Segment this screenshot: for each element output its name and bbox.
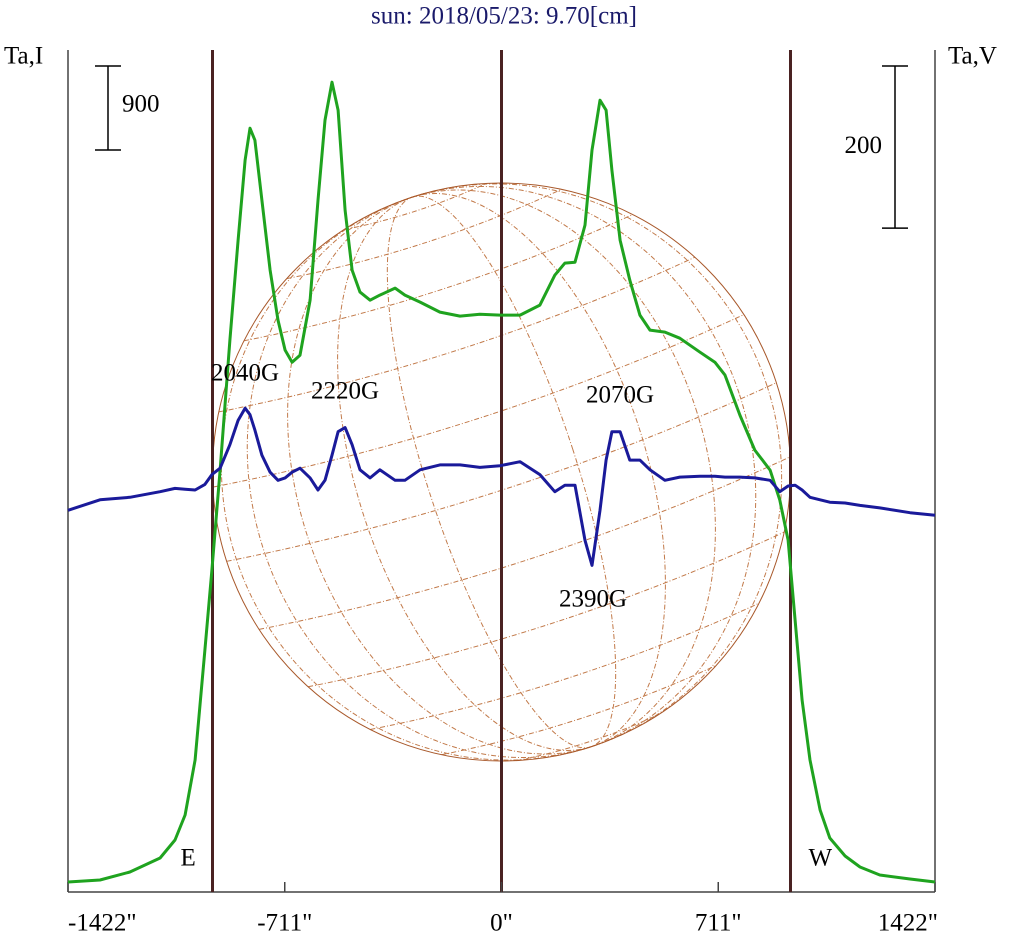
parallel <box>441 664 717 756</box>
series-line <box>67 80 936 884</box>
parallel <box>344 182 487 231</box>
x-tick-label: 1422" <box>878 910 938 937</box>
chart-title: sun: 2018/05/23: 9.70[cm] <box>371 3 637 30</box>
limb-label: W <box>809 845 833 872</box>
annotation: 2220G <box>311 378 379 405</box>
x-tick-label: -1422" <box>68 910 137 937</box>
parallel <box>212 314 745 488</box>
scale-label: 200 <box>845 132 883 159</box>
y-axis-label: Ta,I <box>4 43 43 70</box>
parallel <box>286 188 562 280</box>
parallel <box>370 602 760 730</box>
series-line <box>67 406 936 567</box>
x-tick-label: -711" <box>257 910 312 937</box>
parallel <box>308 531 785 688</box>
limb-label: E <box>181 845 196 872</box>
parallel <box>516 713 660 762</box>
meridian <box>220 183 783 761</box>
annotation: 2070G <box>586 382 654 409</box>
parallel <box>226 382 777 562</box>
x-tick-label: 0" <box>490 910 513 937</box>
annotation: 2390G <box>559 586 627 613</box>
scale-label: 900 <box>122 91 160 118</box>
y2-axis-label: Ta,V <box>948 43 997 70</box>
meridian <box>337 193 666 751</box>
parallel <box>259 456 791 630</box>
annotation: 2040G <box>211 360 279 387</box>
x-tick-label: 711" <box>695 910 742 937</box>
